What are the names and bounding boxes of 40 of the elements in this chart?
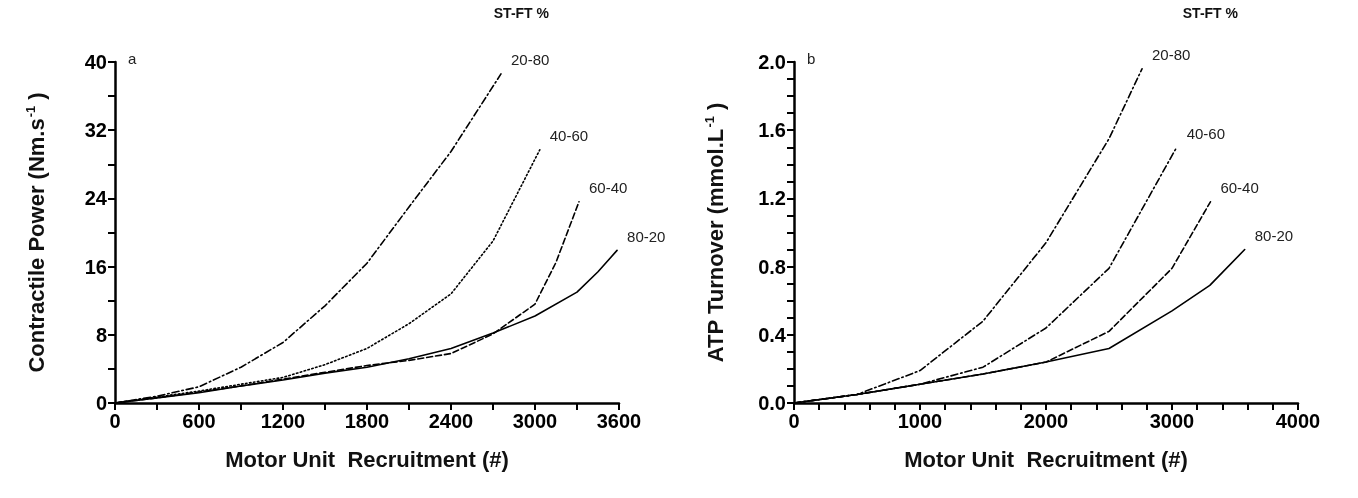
y-tick-label: 40 [84, 51, 107, 73]
y-tick-label: 0.0 [758, 392, 786, 414]
x-axis-title: Motor Unit Recruitment (#) [225, 446, 509, 472]
x-tick-label: 2000 [1023, 410, 1069, 432]
text: ST-FT % [493, 5, 550, 21]
series-label: 80-20 [1254, 227, 1294, 245]
x-tick-label: 0 [109, 410, 121, 432]
series-label: 60-40 [1220, 179, 1259, 197]
x-axis-title: Motor Unit Recruitment (#) [904, 446, 1188, 472]
x-tick-label: 1000 [897, 410, 943, 432]
chart-title: b [807, 50, 816, 67]
y-axis-title: Contractile Power (Nm.s-1) [23, 92, 49, 373]
y-tick-label: 1.6 [758, 119, 786, 142]
x-tick-label: 1200 [260, 410, 306, 432]
x-tick-label: 0 [788, 410, 800, 432]
x-tick-label: 4000 [1275, 410, 1321, 432]
x-tick-label: 600 [182, 410, 216, 432]
chart-title: a [128, 50, 137, 67]
series-label: 40-60 [549, 127, 589, 145]
y-tick-label: 0 [95, 392, 107, 414]
y-tick-label: 16 [84, 255, 107, 278]
x-tick-label: 1800 [344, 410, 390, 432]
y-tick-label: 8 [95, 323, 107, 346]
y-tick-label: 2.0 [758, 51, 786, 73]
series-label: 20-80 [1152, 46, 1191, 64]
series-label: 20-80 [510, 51, 550, 69]
y-tick-label: 32 [84, 119, 107, 142]
x-tick-label: 3600 [596, 410, 642, 432]
x-tick-label: 3000 [1149, 410, 1195, 432]
y-tick-label: 24 [84, 187, 108, 210]
x-tick-label: 2400 [428, 410, 474, 432]
series-label: 60-40 [588, 179, 628, 197]
series-label: 80-20 [627, 227, 666, 245]
y-tick-label: 1.2 [758, 187, 786, 210]
series-label: 40-60 [1186, 124, 1226, 142]
y-tick-label: 0.8 [758, 255, 786, 278]
x-tick-label: 3000 [512, 410, 558, 432]
y-tick-label: 0.4 [758, 323, 787, 346]
y-axis-title: ATP Turnover (mmol.L-1) [702, 102, 728, 363]
text: ST-FT % [1182, 5, 1239, 21]
